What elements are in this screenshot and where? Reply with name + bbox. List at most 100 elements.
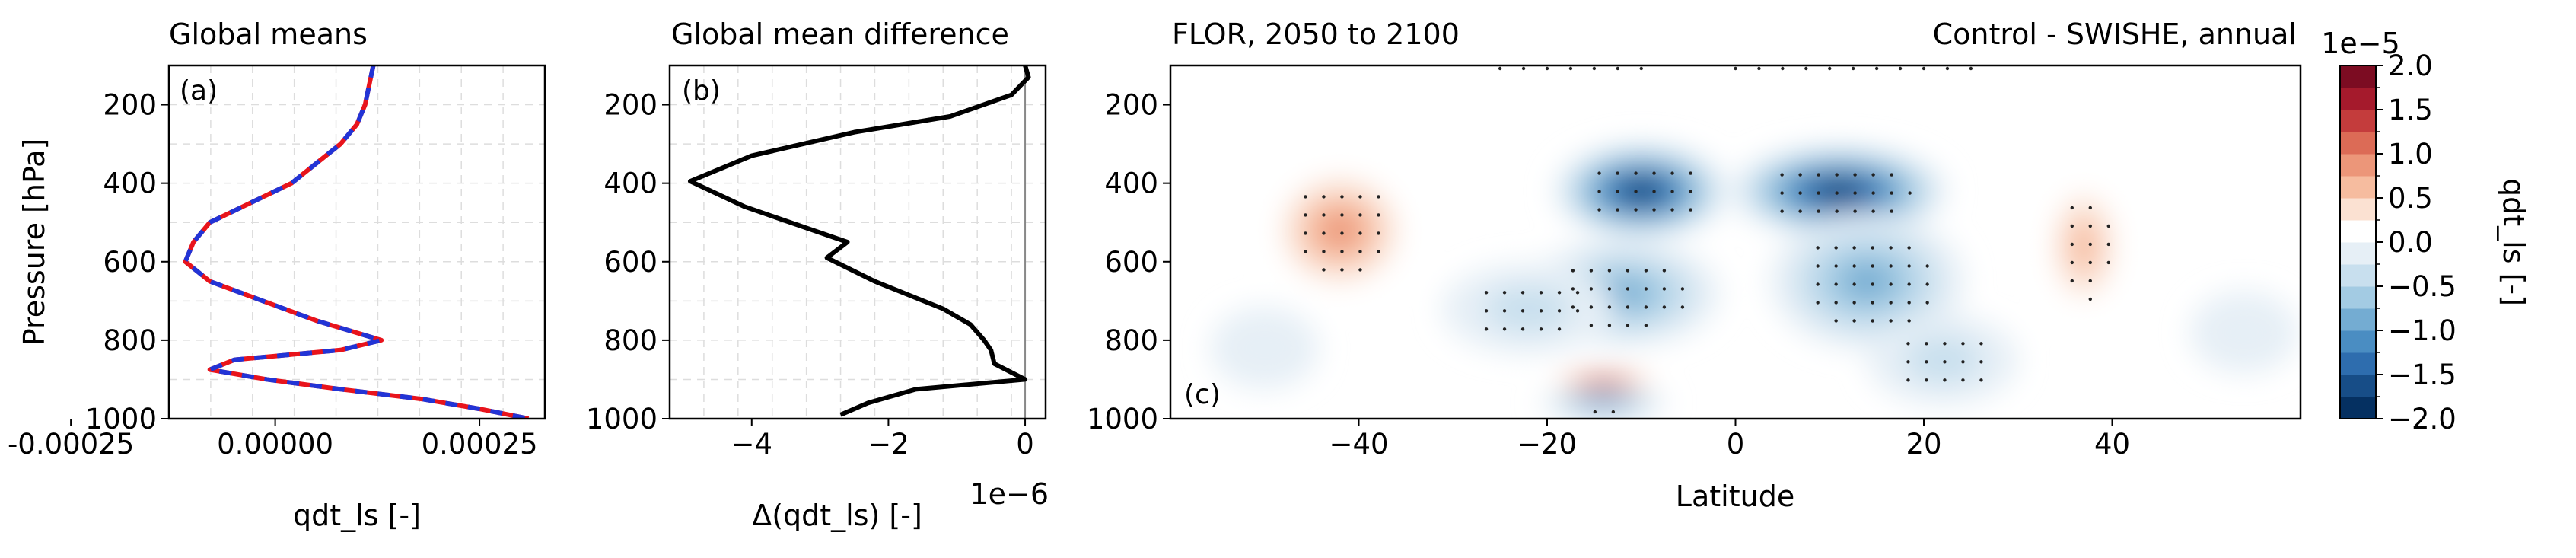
stipple-dot <box>1571 287 1575 291</box>
stipple-dot <box>1871 246 1874 250</box>
stipple-dot <box>1592 66 1597 71</box>
y-tick-label: 600 <box>103 246 157 279</box>
panel-c: −40 −20 0 20 40 200 400 600 800 1000 FLOR, 2050 … <box>1087 18 2302 513</box>
panel-b: −4 −2 0 200 400 600 800 1000 Global mean diffe… <box>586 18 1049 532</box>
stipple-dot <box>1834 264 1838 268</box>
y-tick-label: 800 <box>103 324 157 357</box>
stipple-dot <box>1340 195 1344 199</box>
stipple-dot <box>1521 66 1526 71</box>
stipple-dot <box>1304 195 1307 199</box>
stipple-dot <box>1734 66 1737 71</box>
contour-feature-6 <box>1825 185 1853 197</box>
stipple-dot <box>1634 208 1638 212</box>
stipple-dot <box>1906 342 1910 346</box>
panel-a-ylabel: Pressure [hPa] <box>18 139 51 346</box>
stipple-dot <box>1322 250 1326 253</box>
stipple-dot <box>1853 191 1857 195</box>
stipple-dot <box>1358 213 1362 217</box>
stipple-dot <box>1377 250 1380 253</box>
stipple-dot <box>1852 246 1856 250</box>
panel-a-xticks: -0.00025 0.00000 0.00025 <box>8 419 538 461</box>
panel-c-xticks: −40 −20 0 20 40 <box>1329 419 2130 461</box>
colorbar-segment <box>2340 65 2376 88</box>
panel-a-title: Global means <box>169 18 368 51</box>
stipple-dot <box>2070 206 2074 210</box>
y-tick-label: 600 <box>603 246 658 279</box>
stipple-dot <box>2088 242 2092 247</box>
contour-feature-5 <box>1597 380 1611 383</box>
stipple-dot <box>1304 250 1307 253</box>
stipple-dot <box>1817 173 1820 177</box>
stipple-dot <box>1377 231 1380 235</box>
panel-c-label: (c) <box>1184 379 1221 410</box>
stipple-dot <box>1340 250 1344 253</box>
stipple-dot <box>2088 279 2092 283</box>
stipple-dot <box>1670 190 1674 193</box>
stipple-dot <box>1539 309 1543 313</box>
stipple-dot <box>1304 213 1307 217</box>
panel-a-label: (a) <box>180 75 218 107</box>
x-tick-label: 40 <box>2094 428 2130 461</box>
stipple-dot <box>1652 190 1656 193</box>
stipple-dot <box>1568 66 1573 71</box>
stipple-dot <box>1689 171 1692 175</box>
stipple-dot <box>1539 291 1543 295</box>
stipple-dot <box>1852 264 1856 268</box>
series-line-1 <box>183 65 530 419</box>
x-tick-label: 0 <box>1016 428 1034 461</box>
panel-b-xlabel: Δ(qdt_ls) [-] <box>752 499 922 532</box>
y-tick-label: 600 <box>1104 246 1158 279</box>
stipple-dot <box>1322 195 1326 199</box>
stipple-dot <box>1834 282 1838 286</box>
stipple-dot <box>2088 260 2092 265</box>
stipple-dot <box>1907 264 1911 268</box>
panel-b-yticks: 200 400 600 800 1000 <box>586 89 670 435</box>
stipple-dot <box>1639 66 1643 71</box>
stipple-dot <box>1634 190 1638 193</box>
stipple-dot <box>1662 287 1667 291</box>
stipple-dot <box>1907 301 1911 305</box>
stipple-dot <box>1597 171 1601 175</box>
x-tick-label: 0.00025 <box>422 428 538 461</box>
stipple-dot <box>1520 309 1525 313</box>
stipple-dot <box>1557 291 1562 295</box>
stipple-dot <box>1593 410 1597 414</box>
colorbar-segment <box>2340 286 2376 309</box>
stipple-dot <box>1670 208 1674 212</box>
stipple-dot <box>1979 378 1983 382</box>
x-tick-label: −40 <box>1329 428 1388 461</box>
y-tick-label: 1000 <box>586 403 658 435</box>
stipple-dot <box>1798 173 1802 177</box>
colorbar-tick-label: −1.0 <box>2388 314 2457 347</box>
stipple-dot <box>1589 305 1594 309</box>
stipple-dot <box>1852 301 1856 305</box>
stipple-dot <box>1889 282 1893 286</box>
stipple-dot <box>1906 360 1910 364</box>
stipple-dot <box>1626 287 1630 291</box>
stipple-dot <box>1907 282 1911 286</box>
stipple-dot <box>2106 224 2110 228</box>
stipple-dot <box>1890 209 1893 213</box>
stipple-dot <box>1834 301 1838 305</box>
y-tick-label: 1000 <box>85 403 157 435</box>
colorbar-segment <box>2340 264 2376 287</box>
stipple-dot <box>1816 246 1820 250</box>
colorbar-tick-label: 1.5 <box>2388 94 2433 126</box>
colorbar-label: qdt_ls [-] <box>2497 178 2530 306</box>
colorbar-segment <box>2340 154 2376 177</box>
stipple-dot <box>1871 301 1874 305</box>
colorbar-tick-label: −0.5 <box>2388 270 2457 303</box>
stipple-dot <box>1871 282 1874 286</box>
stipple-dot <box>1575 291 1580 295</box>
colorbar-segment <box>2340 88 2376 110</box>
panel-a: -0.00025 0.00000 0.00025 2004006008001000 … <box>8 18 546 532</box>
stipple-dot <box>1680 287 1685 291</box>
stipple-dot <box>1644 324 1648 327</box>
stipple-dot <box>1662 269 1667 273</box>
stipple-dot <box>1644 287 1648 291</box>
panel-b-xticks: −4 −2 0 <box>731 419 1034 461</box>
stipple-dot <box>1817 191 1820 195</box>
colorbar-tick-label: −2.0 <box>2388 403 2457 435</box>
stipple-dot <box>1816 282 1820 286</box>
y-tick-label: 800 <box>1104 324 1158 357</box>
